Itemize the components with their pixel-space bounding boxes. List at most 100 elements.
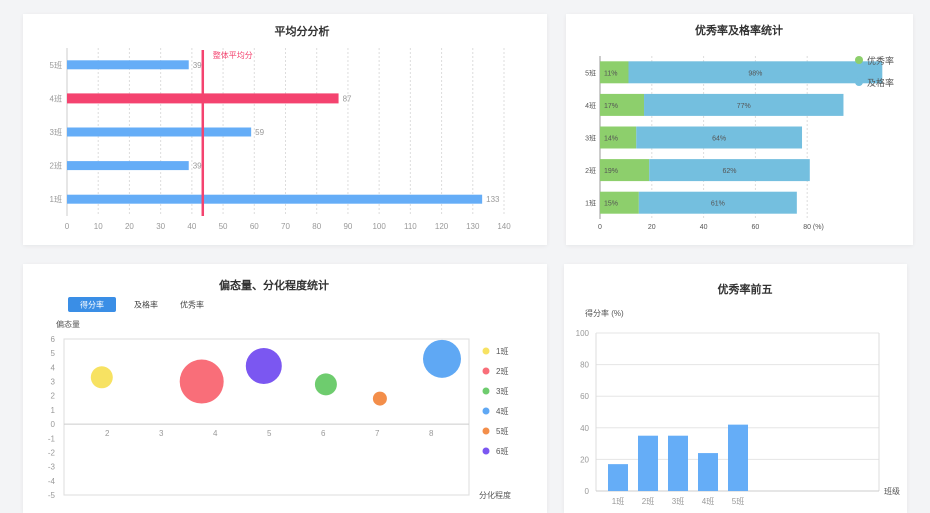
x-tick-label: 120 <box>435 222 449 231</box>
y-tick-label: -3 <box>48 463 56 472</box>
y-tick-label: 5班 <box>50 60 62 70</box>
bar <box>67 194 483 204</box>
legend-marker <box>482 427 490 435</box>
y-tick-label: 20 <box>580 455 589 464</box>
data-label: 61% <box>711 201 725 208</box>
x-tick-label: 3班 <box>672 496 684 506</box>
data-label: 17% <box>604 103 618 110</box>
stacked-bar-segment <box>649 159 810 182</box>
x-tick-label: 3 <box>159 429 164 438</box>
tab-score-rate[interactable]: 得分率 <box>80 300 104 310</box>
chart-title: 偏态量、分化程度统计 <box>219 278 329 292</box>
y-tick-label: 5 <box>51 349 56 358</box>
x-tick-label: 40 <box>187 222 196 231</box>
y-tick-label: 1 <box>51 406 56 415</box>
legend-marker <box>482 407 490 415</box>
y-tick-label: 6 <box>51 335 56 344</box>
legend-label: 6班 <box>496 446 508 456</box>
bar <box>638 435 658 491</box>
bubble <box>245 347 282 384</box>
tab-background <box>68 297 116 312</box>
x-tick-label: 0 <box>598 224 602 231</box>
y-tick-label: 5班 <box>585 68 596 77</box>
legend-label: 4班 <box>496 406 508 416</box>
data-label: 62% <box>722 168 736 175</box>
bar <box>67 161 189 171</box>
legend-label: 5班 <box>496 426 508 436</box>
skewness-differentiation-chart: 偏态量、分化程度统计 得分率 及格率 优秀率 6 5 4 3 2 1 0 -1 -2 -3 -4 -5 2 3 4… <box>48 278 511 500</box>
stacked-bar-segment <box>644 93 844 116</box>
bubble <box>314 373 337 396</box>
y-tick-label: 2班 <box>585 166 596 175</box>
y-tick-label: -2 <box>48 448 56 457</box>
x-axis-label: 班级 <box>884 486 900 496</box>
average-score-card: 平均分分析 0 10 20 30 40 50 60 70 80 90 100 110 120 130 140… <box>23 14 547 245</box>
legend-marker <box>482 347 490 355</box>
y-tick-label: 4班 <box>50 93 62 103</box>
x-tick-label: 8 <box>429 429 434 438</box>
stacked-bar-segment <box>636 126 803 149</box>
x-tick-label: 2班 <box>642 496 654 506</box>
bar <box>67 127 252 137</box>
skewness-differentiation-card: 偏态量、分化程度统计 得分率 及格率 优秀率 6 5 4 3 2 1 0 -1 -2 -3 -4 -5 2 3 4… <box>23 264 547 513</box>
x-tick-label: 0 <box>65 222 70 231</box>
x-tick-label: 60 <box>250 222 259 231</box>
legend-label: 1班 <box>496 346 508 356</box>
data-label: 98% <box>748 70 762 77</box>
x-tick-label: 20 <box>648 224 656 231</box>
stacked-bar-segment <box>600 61 629 84</box>
y-tick-label: -1 <box>48 434 56 443</box>
x-tick-label: 80 (%) <box>803 224 824 231</box>
y-tick-label: 100 <box>576 329 590 338</box>
y-axis-label: 偏态量 <box>56 319 80 329</box>
x-tick-label: 70 <box>281 222 290 231</box>
x-tick-label: 80 <box>312 222 321 231</box>
top5-excellent-chart: 优秀率前五 0 20 40 60 80 100 得分率 (%) 班级 1班 2班 3班 4班 5班 <box>576 282 900 506</box>
data-label: 14% <box>604 136 618 143</box>
x-tick-label: 30 <box>156 222 165 231</box>
x-tick-label: 140 <box>497 222 511 231</box>
x-tick-label: 110 <box>404 222 417 231</box>
stacked-bar-segment <box>628 61 883 84</box>
x-tick-label: 1班 <box>612 496 624 506</box>
bar <box>608 464 628 491</box>
data-label: 77% <box>737 103 751 110</box>
y-tick-label: -5 <box>48 491 56 500</box>
data-label: 39 <box>193 162 202 171</box>
legend-marker <box>855 56 863 64</box>
x-tick-label: 90 <box>343 222 352 231</box>
legend-marker <box>482 387 490 395</box>
y-tick-label: 4班 <box>585 101 596 110</box>
x-tick-label: 4班 <box>702 496 714 506</box>
legend-marker <box>855 78 863 86</box>
top5-excellent-card: 优秀率前五 0 20 40 60 80 100 得分率 (%) 班级 1班 2班 3班 4班 5班 <box>564 264 907 513</box>
bubble <box>179 359 224 404</box>
bar <box>67 60 189 70</box>
data-label: 133 <box>486 195 500 204</box>
bubble <box>372 391 387 406</box>
y-tick-label: 4 <box>51 363 56 372</box>
x-tick-label: 5 <box>267 429 272 438</box>
data-label: 11% <box>604 70 618 77</box>
chart-title: 优秀率前五 <box>718 282 773 296</box>
y-tick-label: -4 <box>48 477 56 486</box>
x-tick-label: 4 <box>213 429 218 438</box>
y-tick-label: 1班 <box>585 199 596 208</box>
legend-label: 及格率 <box>867 77 894 88</box>
x-tick-label: 7 <box>375 429 380 438</box>
bar <box>728 424 748 491</box>
y-tick-label: 2 <box>51 392 56 401</box>
average-score-chart: 平均分分析 0 10 20 30 40 50 60 70 80 90 100 110 120 130 140… <box>50 24 512 231</box>
tab-pass-rate[interactable]: 及格率 <box>134 300 158 310</box>
bubble <box>423 339 461 378</box>
y-tick-label: 3班 <box>50 127 62 137</box>
bubble <box>90 366 113 389</box>
legend-label: 3班 <box>496 386 508 396</box>
tab-excellent-rate[interactable]: 优秀率 <box>180 300 204 310</box>
stacked-bar-segment <box>600 126 637 149</box>
stacked-bar-segment <box>600 191 639 214</box>
y-tick-label: 0 <box>51 420 56 429</box>
y-axis-label: 得分率 (%) <box>585 308 624 318</box>
y-tick-label: 3班 <box>585 134 596 143</box>
x-tick-label: 40 <box>700 224 708 231</box>
